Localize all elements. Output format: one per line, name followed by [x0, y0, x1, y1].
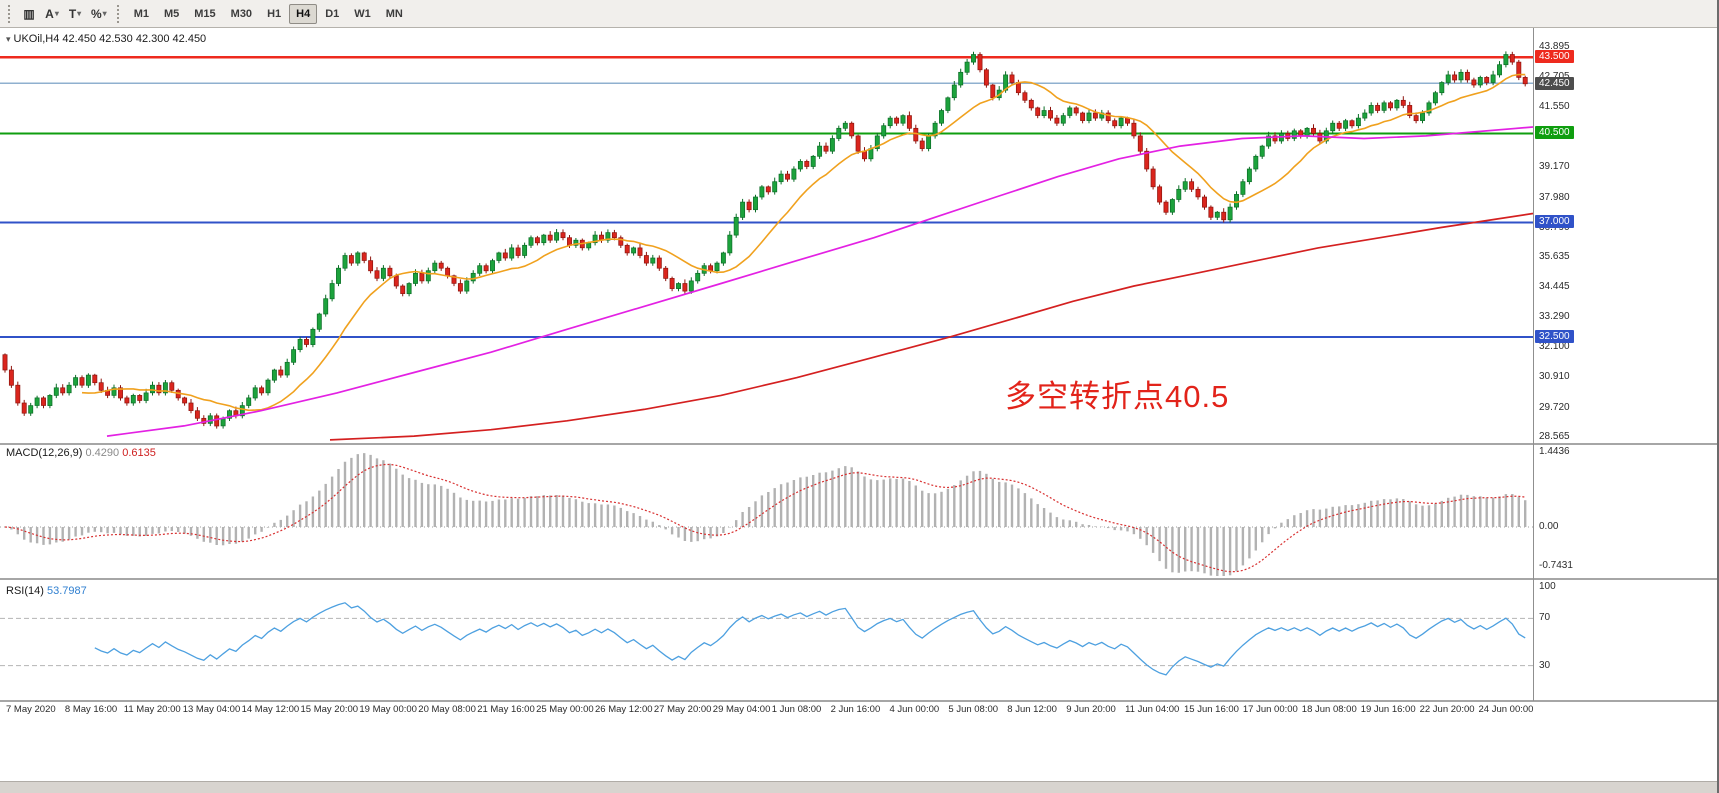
- symbol-ohlc-text: UKOil,H4 42.450 42.530 42.300 42.450: [13, 33, 207, 45]
- toolbar: ▥ A ▾ T ▾% ▾ M1 M5 M15 M30 H1 H4 D1 W1 MN: [0, 0, 1719, 28]
- arrows-tool-icon: %: [91, 6, 102, 21]
- time-label: 22 Jun 20:00: [1419, 704, 1475, 715]
- panel-separator-bottom: [0, 700, 1719, 702]
- time-label: 4 Jun 00:00: [889, 704, 940, 715]
- time-label: 19 Jun 16:00: [1360, 704, 1416, 715]
- timeframe-button-w1[interactable]: W1: [347, 4, 378, 24]
- price-tick: 30.910: [1539, 371, 1570, 383]
- time-label: 11 Jun 04:00: [1125, 704, 1180, 715]
- ohlc-dropdown-icon[interactable]: ▾: [6, 34, 11, 44]
- time-label: 2 Jun 16:00: [830, 704, 881, 715]
- price-tick: 30: [1539, 659, 1551, 671]
- price-tick: 70: [1539, 612, 1551, 624]
- price-badge: 42.450: [1535, 76, 1574, 90]
- macd-main-value: 0.4290: [85, 447, 120, 459]
- timeframe-button-d1[interactable]: D1: [318, 4, 346, 24]
- price-tick: -0.7431: [1539, 559, 1573, 571]
- time-label: 20 May 08:00: [418, 704, 476, 715]
- price-tick: 29.720: [1539, 401, 1570, 413]
- caret-down-icon: ▾: [77, 9, 82, 18]
- chart-canvas[interactable]: [0, 0, 1533, 779]
- price-badge: 32.500: [1535, 329, 1574, 343]
- time-label: 24 Jun 00:00: [1478, 704, 1534, 715]
- timeframe-button-h4[interactable]: H4: [289, 3, 318, 24]
- timeframe-button-h1[interactable]: H1: [260, 4, 288, 24]
- price-badge: 43.500: [1535, 50, 1574, 64]
- window-right-border: [1717, 0, 1719, 793]
- chart-type-button[interactable]: ▥: [18, 3, 40, 25]
- price-tick: 33.290: [1539, 310, 1570, 322]
- timeframe-button-m1[interactable]: M1: [127, 4, 156, 24]
- text-tool-button[interactable]: A ▾: [41, 3, 63, 25]
- time-label: 27 May 20:00: [653, 704, 712, 715]
- rsi-title: RSI(14): [6, 585, 44, 597]
- price-axis: 43.89542.70541.55039.17037.98036.79035.6…: [1535, 0, 1607, 793]
- time-label: 18 Jun 08:00: [1301, 704, 1357, 715]
- toolbar-grip[interactable]: [116, 4, 121, 23]
- price-tick: 32.100: [1539, 341, 1570, 353]
- price-tick: 37.980: [1539, 191, 1570, 203]
- rsi-panel-label: RSI(14) 53.7987: [6, 585, 87, 597]
- time-label: 11 May 20:00: [123, 704, 181, 715]
- time-label: 26 May 12:00: [595, 704, 653, 715]
- macd-panel-label: MACD(12,26,9) 0.4290 0.6135: [6, 447, 156, 459]
- arrows-tool-button[interactable]: % ▾: [87, 3, 111, 25]
- timeframe-button-m5[interactable]: M5: [157, 4, 186, 24]
- caret-down-icon: ▾: [102, 9, 107, 18]
- panel-separator-main-macd[interactable]: [0, 443, 1719, 445]
- macd-title: MACD(12,26,9): [6, 447, 83, 459]
- text-tool-icon: A: [45, 6, 54, 21]
- time-label: 15 May 20:00: [300, 704, 359, 715]
- chart-type-icon: ▥: [23, 6, 35, 21]
- chart-annotation-text: 多空转折点40.5: [1005, 379, 1230, 414]
- timeframe-group: M1 M5 M15 M30 H1 H4 D1 W1 MN: [127, 3, 410, 24]
- time-label: 5 Jun 08:00: [948, 704, 999, 715]
- price-tick: 41.550: [1539, 100, 1570, 112]
- price-tick: 28.565: [1539, 431, 1570, 442]
- caret-down-icon: ▾: [54, 9, 59, 18]
- price-tick: 39.170: [1539, 161, 1570, 173]
- price-tick: 43.895: [1539, 41, 1570, 52]
- time-label: 25 May 00:00: [536, 704, 594, 715]
- timeframe-button-mn[interactable]: MN: [379, 4, 410, 24]
- rsi-value: 53.7987: [46, 585, 87, 597]
- timeframe-button-m15[interactable]: M15: [187, 4, 222, 24]
- time-label: 1 Jun 08:00: [771, 704, 822, 715]
- price-tick: 1.4436: [1539, 445, 1570, 457]
- time-label: 9 Jun 20:00: [1066, 704, 1116, 715]
- price-tick: 0.00: [1539, 521, 1559, 532]
- time-label: 21 May 16:00: [477, 704, 535, 715]
- time-label: 8 Jun 12:00: [1007, 704, 1057, 715]
- timeframe-button-m30[interactable]: M30: [224, 4, 259, 24]
- price-tick: 34.445: [1539, 281, 1570, 293]
- label-tool-icon: T: [68, 6, 77, 21]
- price-axis-separator: [1533, 28, 1534, 701]
- time-label: 7 May 2020: [6, 704, 56, 715]
- price-badge: 37.000: [1535, 215, 1574, 229]
- price-tick: 100: [1539, 581, 1556, 592]
- time-label: 15 Jun 16:00: [1184, 704, 1239, 715]
- time-label: 29 May 04:00: [712, 704, 771, 715]
- bottom-scroll-area[interactable]: [0, 781, 1719, 793]
- macd-signal-value: 0.6135: [122, 447, 156, 459]
- price-tick: 35.635: [1539, 251, 1570, 263]
- time-label: 8 May 16:00: [64, 704, 118, 715]
- time-axis: 7 May 2020 8 May 16:00 11 May 20:00 13 May …: [0, 704, 1719, 718]
- tools-group: ▥ A ▾ T ▾% ▾: [18, 3, 111, 25]
- time-label: 17 Jun 00:00: [1242, 704, 1298, 715]
- chart-title: ▾ UKOil,H4 42.450 42.530 42.300 42.450: [6, 33, 207, 45]
- time-label: 13 May 04:00: [182, 704, 241, 715]
- panel-separator-macd-rsi[interactable]: [0, 578, 1719, 580]
- time-label: 19 May 00:00: [359, 704, 417, 715]
- time-label: 14 May 12:00: [241, 704, 300, 715]
- toolbar-grip[interactable]: [8, 4, 12, 23]
- price-badge: 40.500: [1535, 126, 1574, 140]
- label-tool-button[interactable]: T ▾: [64, 3, 86, 25]
